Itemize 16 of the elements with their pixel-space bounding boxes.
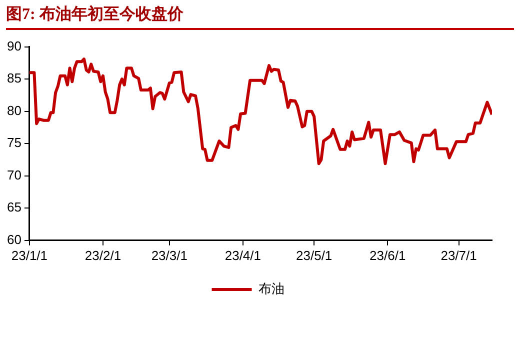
y-tick-label: 65 (6, 200, 22, 215)
x-tick-label: 23/6/1 (370, 248, 406, 263)
chart-title: 图7: 布油年初至今收盘价 (6, 4, 514, 30)
x-tick-label: 23/3/1 (151, 248, 188, 263)
legend-label: 布油 (258, 281, 284, 296)
y-tick-label: 60 (6, 232, 22, 247)
x-tick-label: 23/5/1 (296, 248, 332, 263)
y-tick-label: 70 (6, 167, 22, 182)
x-tick-label: 23/1/1 (11, 248, 48, 263)
y-tick-label: 90 (6, 38, 22, 54)
x-tick-label: 23/4/1 (224, 248, 262, 263)
y-tick-label: 85 (6, 70, 22, 86)
x-tick-label: 23/2/1 (84, 248, 122, 263)
y-tick-label: 80 (6, 102, 22, 118)
y-tick-label: 75 (6, 135, 22, 150)
x-tick-label: 23/7/1 (440, 248, 477, 263)
